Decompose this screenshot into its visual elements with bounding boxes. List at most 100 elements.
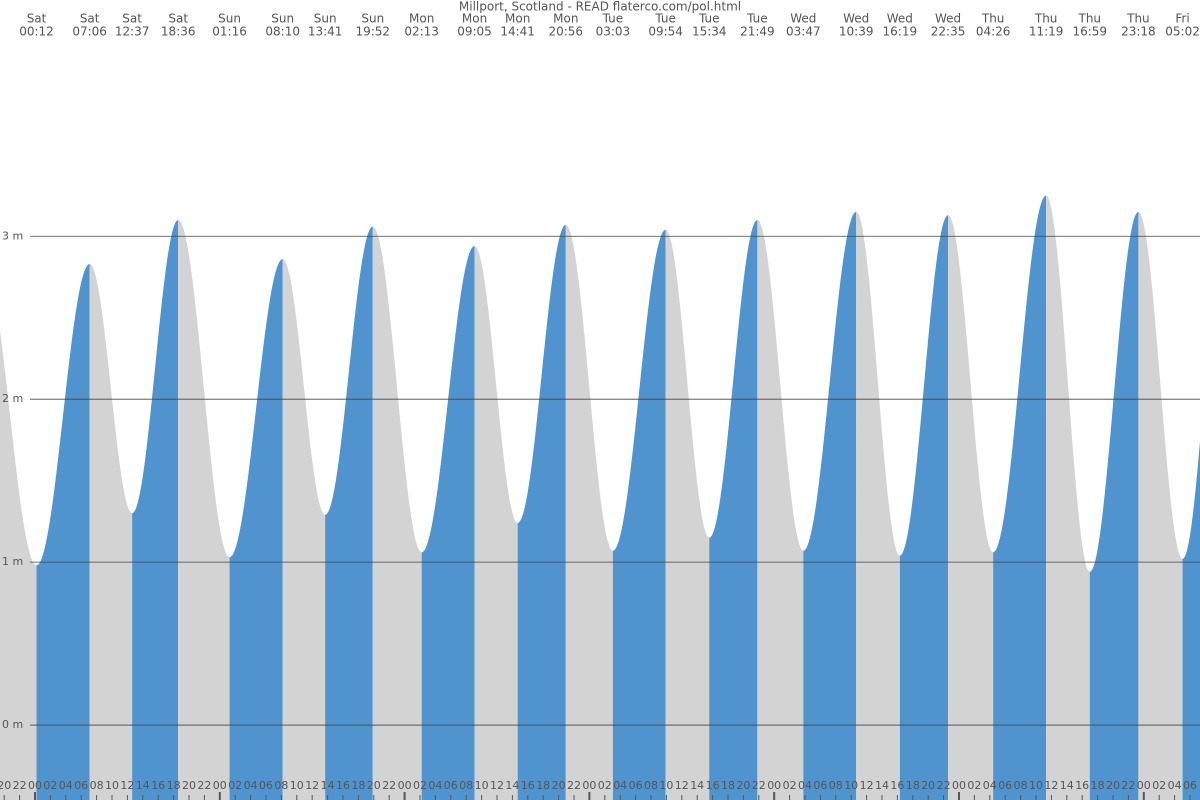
event-day: Sun (218, 12, 241, 26)
event-time: 22:35 (931, 25, 966, 39)
falling-tide (89, 263, 133, 800)
x-tick-label: 02 (228, 779, 242, 792)
x-tick-label: 00 (398, 779, 412, 792)
x-tick-label: 20 (367, 779, 381, 792)
x-tick-label: 06 (1183, 779, 1197, 792)
x-tick-label: 10 (1029, 779, 1043, 792)
falling-tide (178, 219, 230, 800)
falling-tide (1138, 211, 1183, 800)
event-day: Thu (1034, 12, 1058, 26)
x-tick-label: 08 (1014, 779, 1028, 792)
rising-tide (899, 215, 949, 800)
event-time: 08:10 (265, 25, 300, 39)
event-time: 09:05 (457, 25, 492, 39)
x-tick-label: 18 (1091, 779, 1105, 792)
event-time: 14:41 (500, 25, 535, 39)
x-tick-label: 16 (336, 779, 350, 792)
x-tick-label: 06 (259, 779, 273, 792)
event-day: Mon (505, 12, 530, 26)
x-tick-label: 00 (767, 779, 781, 792)
falling-tide (856, 211, 900, 800)
x-tick-label: 06 (629, 779, 643, 792)
x-tick-label: 02 (43, 779, 57, 792)
x-tick-label: 04 (428, 779, 442, 792)
event-time: 01:16 (212, 25, 247, 39)
event-day: Sun (314, 12, 337, 26)
x-tick-label: 16 (706, 779, 720, 792)
x-tick-label: 00 (952, 779, 966, 792)
x-tick-label: 22 (197, 779, 211, 792)
event-time: 23:18 (1121, 25, 1156, 39)
event-time: 16:59 (1072, 25, 1107, 39)
event-day: Wed (935, 12, 961, 26)
rising-tide (229, 259, 283, 800)
x-tick-label: 12 (1044, 779, 1058, 792)
event-time: 07:06 (72, 25, 107, 39)
event-time: 20:56 (548, 25, 583, 39)
x-tick-label: 08 (274, 779, 288, 792)
y-tick-label: 3 m (2, 229, 23, 242)
x-tick-label: 16 (521, 779, 535, 792)
event-time: 13:41 (308, 25, 343, 39)
rising-tide (1182, 441, 1200, 800)
event-day: Tue (698, 12, 720, 26)
event-day: Thu (1077, 12, 1101, 26)
x-tick-label: 22 (13, 779, 27, 792)
falling-tide (1046, 195, 1090, 800)
x-tick-label: 08 (644, 779, 658, 792)
x-tick-label: 22 (567, 779, 581, 792)
x-tick-label: 10 (475, 779, 489, 792)
event-time: 02:13 (404, 25, 439, 39)
x-tick-label: 18 (351, 779, 365, 792)
x-tick-label: 06 (74, 779, 88, 792)
x-tick-label: 14 (136, 779, 150, 792)
x-tick-label: 18 (536, 779, 550, 792)
falling-tide (948, 215, 994, 800)
event-time: 12:37 (115, 25, 150, 39)
x-tick-label: 10 (844, 779, 858, 792)
x-tick-label: 10 (105, 779, 119, 792)
y-tick-label: 0 m (2, 718, 23, 731)
event-day: Sat (122, 12, 142, 26)
x-tick-label: 04 (983, 779, 997, 792)
event-time: 15:34 (692, 25, 727, 39)
event-day: Sun (271, 12, 294, 26)
x-tick-label: 14 (1060, 779, 1074, 792)
x-tick-label: 04 (798, 779, 812, 792)
chart-title: Millport, Scotland - READ flaterco.com/p… (459, 0, 741, 14)
x-tick-label: 02 (598, 779, 612, 792)
event-time: 03:03 (596, 25, 631, 39)
x-tick-label: 20 (1106, 779, 1120, 792)
x-tick-label: 04 (613, 779, 627, 792)
x-tick-label: 02 (1152, 779, 1166, 792)
x-tick-label: 16 (1075, 779, 1089, 792)
x-tick-label: 00 (1137, 779, 1151, 792)
x-tick-label: 06 (444, 779, 458, 792)
falling-tide (757, 219, 804, 800)
y-tick-label: 2 m (2, 392, 23, 405)
x-tick-label: 10 (659, 779, 673, 792)
event-day: Mon (553, 12, 578, 26)
event-time: 21:49 (740, 25, 775, 39)
x-tick-label: 12 (490, 779, 504, 792)
x-tick-label: 20 (0, 779, 11, 792)
rising-tide (132, 219, 179, 800)
x-tick-label: 06 (813, 779, 827, 792)
event-day: Tue (654, 12, 676, 26)
event-time: 19:52 (355, 25, 390, 39)
x-tick-label: 14 (690, 779, 704, 792)
rising-tide (709, 219, 758, 800)
x-tick-label: 02 (967, 779, 981, 792)
x-tick-label: 12 (120, 779, 134, 792)
x-tick-label: 20 (921, 779, 935, 792)
rising-tide (325, 226, 373, 800)
event-day: Wed (790, 12, 816, 26)
event-day: Sat (168, 12, 188, 26)
event-time: 18:36 (161, 25, 196, 39)
x-tick-label: 18 (906, 779, 920, 792)
x-tick-label: 20 (736, 779, 750, 792)
x-tick-label: 18 (167, 779, 181, 792)
x-tick-label: 16 (890, 779, 904, 792)
x-tick-label: 12 (305, 779, 319, 792)
